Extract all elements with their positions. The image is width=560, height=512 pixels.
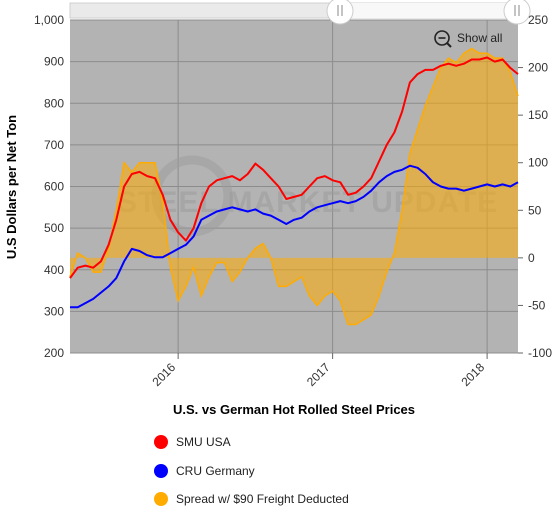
y-left-tick-label: 900 xyxy=(44,55,64,69)
y-left-tick-label: 1,000 xyxy=(34,13,64,27)
y-axis-left-ticks: 200 300 400 500 600 700 800 900 1,000 xyxy=(34,13,64,360)
y-left-tick-label: 300 xyxy=(44,304,64,318)
series-line-1 xyxy=(70,164,519,309)
show-all-label[interactable]: Show all xyxy=(457,31,502,45)
legend-item[interactable]: Spread w/ $90 Freight Deducted xyxy=(154,492,349,506)
x-tick-label: 2017 xyxy=(304,360,333,389)
y-left-tick-label: 600 xyxy=(44,180,64,194)
legend-item[interactable]: SMU USA xyxy=(154,435,231,449)
y-left-tick-label: 700 xyxy=(44,138,64,152)
series-line-0 xyxy=(69,56,519,279)
show-all-button[interactable]: Show all xyxy=(434,30,502,48)
legend-item[interactable]: CRU Germany xyxy=(154,464,255,478)
zoom-out-icon xyxy=(434,30,450,46)
y-right-tick-label: 100 xyxy=(528,156,548,170)
x-tick-label: 2018 xyxy=(458,360,487,389)
legend-label: CRU Germany xyxy=(176,464,255,478)
legend: SMU USA CRU Germany Spread w/ $90 Freight … xyxy=(154,435,349,506)
y-left-tick-label: 400 xyxy=(44,263,64,277)
legend-swatch xyxy=(154,435,168,449)
navigator-selected-range[interactable] xyxy=(340,3,518,18)
y-right-tick-label: -100 xyxy=(528,346,552,360)
y-left-tick-label: 500 xyxy=(44,221,64,235)
y-left-tick-label: 800 xyxy=(44,96,64,110)
x-tick-label: 2016 xyxy=(149,360,178,389)
legend-label: Spread w/ $90 Freight Deducted xyxy=(176,492,349,506)
y-right-tick-label: 250 xyxy=(528,13,548,27)
x-axis-ticks: 2016 2017 2018 xyxy=(149,353,488,389)
y-right-tick-label: 50 xyxy=(528,203,542,217)
y-axis-right-ticks: -100 -50 0 50 100 150 200 250 xyxy=(518,13,552,360)
y-right-tick-label: -50 xyxy=(528,298,546,312)
chart-title: U.S. vs German Hot Rolled Steel Prices xyxy=(173,402,415,417)
y-axis-title: U.S Dollars per Net Ton xyxy=(4,115,19,259)
legend-swatch xyxy=(154,464,168,478)
y-right-tick-label: 150 xyxy=(528,108,548,122)
y-right-tick-label: 0 xyxy=(528,251,535,265)
navigator-handle-right[interactable] xyxy=(503,0,531,25)
spread-area xyxy=(70,48,518,325)
navigator-handle-left[interactable] xyxy=(326,0,354,25)
legend-label: SMU USA xyxy=(176,435,231,449)
legend-swatch xyxy=(154,492,168,506)
y-left-tick-label: 200 xyxy=(44,346,64,360)
y-right-tick-label: 200 xyxy=(528,61,548,75)
line-series xyxy=(69,56,519,309)
